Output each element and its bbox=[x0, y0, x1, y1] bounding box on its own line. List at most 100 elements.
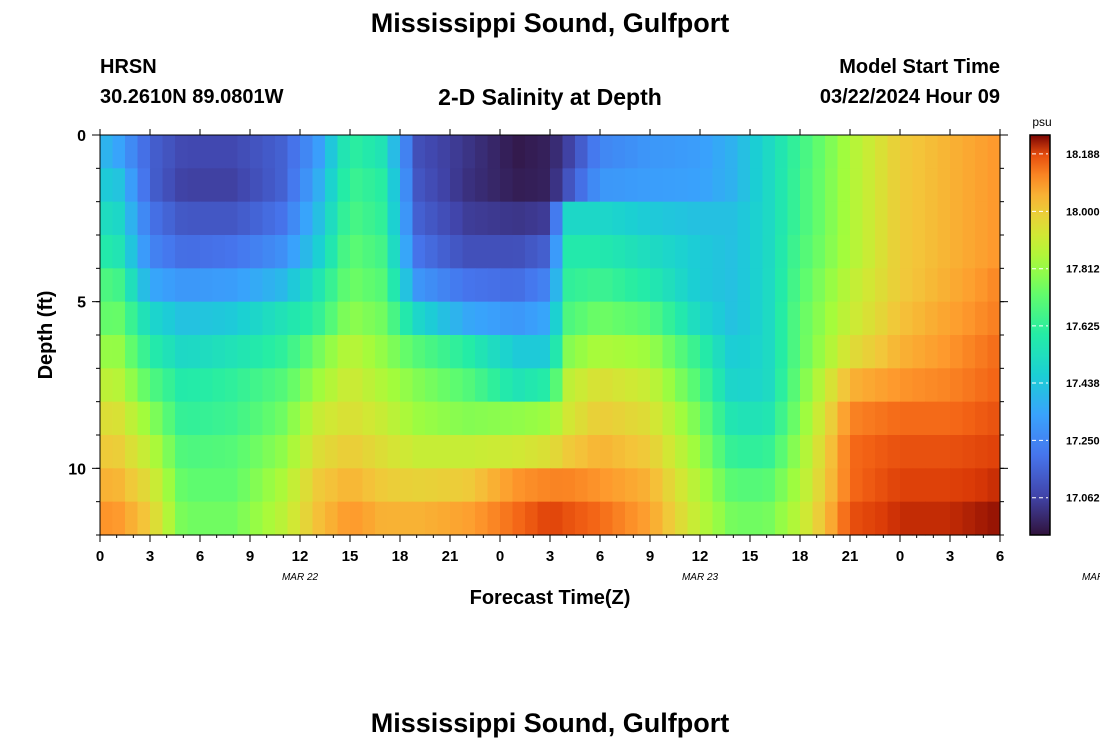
heatmap-cell bbox=[775, 501, 789, 536]
heatmap-cell bbox=[450, 468, 464, 503]
heatmap-cell bbox=[787, 235, 801, 269]
heatmap-cell bbox=[162, 268, 176, 303]
heatmap-cell bbox=[837, 468, 851, 503]
heatmap-cell bbox=[875, 401, 889, 436]
heatmap-cell bbox=[550, 168, 564, 203]
heatmap-cell bbox=[650, 401, 664, 436]
heatmap-cell bbox=[562, 368, 576, 403]
heatmap-cell bbox=[412, 168, 426, 203]
heatmap-cell bbox=[187, 235, 201, 269]
heatmap-cell bbox=[525, 335, 539, 369]
heatmap-cell bbox=[950, 335, 964, 369]
heatmap-cell bbox=[450, 435, 464, 469]
heatmap-cell bbox=[887, 468, 901, 503]
heatmap-cell bbox=[100, 335, 114, 369]
heatmap-cell bbox=[250, 501, 264, 536]
heatmap-cell bbox=[912, 301, 926, 336]
heatmap-cell bbox=[562, 235, 576, 269]
heatmap-cell bbox=[325, 268, 339, 303]
heatmap-cell bbox=[875, 268, 889, 303]
heatmap-cell bbox=[287, 201, 301, 236]
heatmap-cell bbox=[637, 468, 651, 503]
heatmap-cell bbox=[762, 368, 776, 403]
heatmap-cell bbox=[262, 501, 276, 536]
heatmap-cell bbox=[475, 468, 489, 503]
heatmap-cell bbox=[300, 201, 314, 236]
heatmap-cell bbox=[937, 435, 951, 469]
heatmap-cell bbox=[612, 235, 626, 269]
heatmap-cell bbox=[912, 335, 926, 369]
heatmap-cell bbox=[225, 168, 239, 203]
heatmap-cell bbox=[450, 168, 464, 203]
x-tick-label: 21 bbox=[842, 548, 859, 565]
heatmap-cell bbox=[800, 168, 814, 203]
heatmap-cell bbox=[412, 401, 426, 436]
heatmap-cell bbox=[912, 401, 926, 436]
heatmap-cell bbox=[412, 235, 426, 269]
heatmap-cell bbox=[162, 201, 176, 236]
heatmap-cell bbox=[300, 435, 314, 469]
heatmap-cell bbox=[337, 301, 351, 336]
heatmap-cell bbox=[937, 235, 951, 269]
heatmap-cell bbox=[375, 401, 389, 436]
heatmap-cell bbox=[862, 201, 876, 236]
heatmap-cell bbox=[662, 501, 676, 536]
heatmap-cell bbox=[312, 168, 326, 203]
heatmap-cell bbox=[412, 335, 426, 369]
date-label: MAR 24 bbox=[1082, 572, 1100, 583]
station-coordinates: 30.2610N 89.0801W bbox=[100, 86, 284, 108]
heatmap-cell bbox=[875, 501, 889, 536]
heatmap-cell bbox=[500, 401, 514, 436]
heatmap-cell bbox=[775, 301, 789, 336]
heatmap-cell bbox=[737, 235, 751, 269]
heatmap-cell bbox=[225, 435, 239, 469]
heatmap-cell bbox=[450, 201, 464, 236]
colorbar-tick-label: 17.438 bbox=[1066, 378, 1100, 390]
heatmap-cell bbox=[187, 201, 201, 236]
x-tick-label: 6 bbox=[196, 548, 204, 565]
heatmap-cell bbox=[725, 135, 739, 169]
heatmap-cell bbox=[287, 168, 301, 203]
heatmap-cell bbox=[150, 401, 164, 436]
heatmap-cell bbox=[662, 435, 676, 469]
heatmap-cell bbox=[562, 135, 576, 169]
heatmap-cell bbox=[775, 201, 789, 236]
heatmap-cell bbox=[750, 401, 764, 436]
heatmap-cell bbox=[500, 468, 514, 503]
heatmap-cell bbox=[925, 335, 939, 369]
heatmap-cell bbox=[150, 335, 164, 369]
heatmap-cell bbox=[825, 168, 839, 203]
heatmap-cell bbox=[437, 435, 451, 469]
heatmap-cell bbox=[450, 268, 464, 303]
heatmap-cell bbox=[437, 401, 451, 436]
heatmap-cell bbox=[537, 168, 551, 203]
heatmap-cell bbox=[600, 135, 614, 169]
heatmap-cell bbox=[262, 168, 276, 203]
heatmap-cell bbox=[137, 235, 151, 269]
heatmap-cell bbox=[750, 335, 764, 369]
heatmap-cell bbox=[975, 135, 989, 169]
heatmap-cell bbox=[412, 501, 426, 536]
heatmap-cell bbox=[725, 235, 739, 269]
heatmap-cell bbox=[125, 301, 139, 336]
heatmap-cell bbox=[337, 368, 351, 403]
heatmap-cell bbox=[200, 435, 214, 469]
heatmap-cell bbox=[250, 201, 264, 236]
heatmap-cell bbox=[437, 235, 451, 269]
heatmap-cell bbox=[812, 201, 826, 236]
heatmap-cell bbox=[912, 201, 926, 236]
heatmap-cell bbox=[375, 468, 389, 503]
heatmap-cell bbox=[875, 135, 889, 169]
heatmap-cell bbox=[200, 401, 214, 436]
heatmap-cell bbox=[325, 301, 339, 336]
colorbar-tick-label: 17.625 bbox=[1066, 321, 1100, 333]
heatmap-cell bbox=[900, 135, 914, 169]
heatmap-cell bbox=[337, 235, 351, 269]
model-start-label: Model Start Time bbox=[839, 56, 1000, 78]
heatmap-cell bbox=[475, 235, 489, 269]
heatmap-cell bbox=[425, 368, 439, 403]
x-tick-label: 6 bbox=[596, 548, 604, 565]
heatmap-cell bbox=[612, 401, 626, 436]
heatmap-cell bbox=[750, 301, 764, 336]
heatmap-cell bbox=[962, 235, 976, 269]
